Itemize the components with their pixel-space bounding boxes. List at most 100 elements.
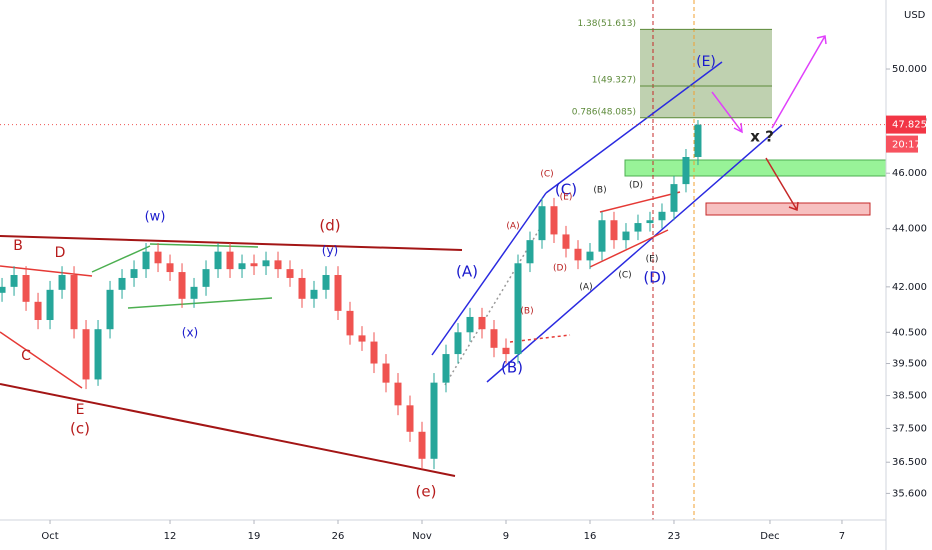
- candles: [0, 28, 886, 470]
- candle-body: [538, 206, 546, 241]
- arrow: [711, 91, 743, 133]
- candle-body: [682, 157, 690, 185]
- wave-label: (x): [182, 326, 198, 340]
- wave-label: (D): [553, 264, 567, 274]
- candle-body: [598, 220, 606, 252]
- candle-body: [142, 251, 150, 270]
- candle-body: [514, 263, 522, 355]
- wave-label: C: [21, 348, 31, 364]
- triangle-line: [599, 191, 681, 213]
- candle-body: [250, 263, 258, 267]
- candle-body: [382, 363, 390, 383]
- candle-body: [178, 272, 186, 299]
- y-tick-label: 36.500: [892, 457, 927, 468]
- arrow-head: [788, 201, 799, 212]
- wave-label: E: [76, 402, 85, 418]
- candle-body: [694, 124, 702, 158]
- candle-body: [658, 211, 666, 221]
- trend-lines: [0, 35, 827, 477]
- wave-label: (B): [501, 359, 523, 377]
- wave-label: (c): [70, 420, 90, 438]
- candle-body: [346, 310, 354, 336]
- wave-label: (A): [579, 283, 592, 293]
- x-tick-label: 16: [584, 531, 597, 542]
- wave-label: (e): [416, 483, 437, 501]
- wave-label: (A): [456, 263, 478, 281]
- candle-body: [670, 184, 678, 212]
- x-tick-label: Dec: [760, 531, 779, 542]
- trend-line: [0, 383, 456, 477]
- candle-body: [490, 329, 498, 348]
- x-tick-label: 12: [164, 531, 177, 542]
- wave-label: (d): [319, 217, 340, 235]
- x-tick-label: 9: [503, 531, 509, 542]
- support-zone: [624, 159, 887, 177]
- fib-label: 1.38(51.613): [577, 19, 636, 29]
- candle-body: [46, 289, 54, 321]
- wave-label: (A): [506, 222, 519, 232]
- arrow: [771, 35, 826, 129]
- arrow: [765, 157, 798, 211]
- candle-body: [322, 275, 330, 290]
- candle-body: [0, 286, 6, 293]
- candle-body: [550, 206, 558, 235]
- x-tick-label: 26: [332, 531, 345, 542]
- candle-body: [634, 223, 642, 232]
- candle-body: [34, 301, 42, 321]
- arrow-head: [733, 122, 743, 134]
- y-tick-label: 44.000: [892, 224, 927, 235]
- candle-body: [526, 240, 534, 264]
- candle-body: [430, 382, 438, 459]
- wave-label: D: [55, 245, 66, 261]
- trend-line: [0, 235, 463, 251]
- y-tick-label: 37.500: [892, 423, 927, 434]
- candle-body: [394, 382, 402, 406]
- x-tick-label: Oct: [41, 531, 58, 542]
- candle-body: [466, 316, 474, 333]
- y-tick-label: 46.000: [892, 168, 927, 179]
- triangle-line: [589, 229, 669, 268]
- candle-body: [574, 248, 582, 261]
- candle-body: [82, 329, 90, 380]
- candle-body: [478, 316, 486, 330]
- wave-label: (y): [322, 244, 338, 258]
- candle-body: [334, 275, 342, 311]
- wave-label: B: [13, 238, 23, 254]
- candle-body: [166, 263, 174, 273]
- wave-label: (C): [540, 170, 553, 180]
- candle-body: [370, 341, 378, 364]
- candle-body: [298, 277, 306, 299]
- candle-body: [70, 275, 78, 330]
- candle-body: [130, 269, 138, 278]
- wave-label: x ?: [750, 128, 774, 146]
- trend-line: [91, 245, 151, 273]
- wave-label: (B): [520, 307, 533, 317]
- wave-label: (D): [629, 181, 643, 191]
- candle-body: [562, 234, 570, 249]
- y-tick-label: 35.600: [892, 488, 927, 499]
- candle-body: [10, 275, 18, 287]
- candle-body: [190, 286, 198, 299]
- candle-body: [226, 251, 234, 270]
- wave-label: (C): [555, 181, 577, 199]
- candle-body: [286, 269, 294, 278]
- price-tag: [886, 115, 926, 134]
- candle-body: [454, 332, 462, 355]
- annotations: 1.38(51.613) 1(49.327) 0.786(48.085) B D C E (c…: [13, 19, 774, 501]
- fib-label: 0.786(48.085): [572, 107, 636, 117]
- wave-label: (E): [560, 193, 573, 203]
- wave-label: (B): [593, 186, 606, 196]
- y-tick-label: 42.000: [892, 282, 927, 293]
- x-tick-label: 23: [668, 531, 681, 542]
- axes: 50.00048.00046.00044.00042.00040.50039.5…: [41, 64, 927, 542]
- y-tick-label: 50.000: [892, 64, 927, 75]
- wave-label: (w): [145, 210, 166, 225]
- candle-body: [22, 275, 30, 302]
- candle-body: [214, 251, 222, 270]
- wave-label: (C): [618, 271, 631, 281]
- dashed-line: [509, 334, 571, 343]
- candle-body: [58, 275, 66, 290]
- candle-body: [274, 260, 282, 270]
